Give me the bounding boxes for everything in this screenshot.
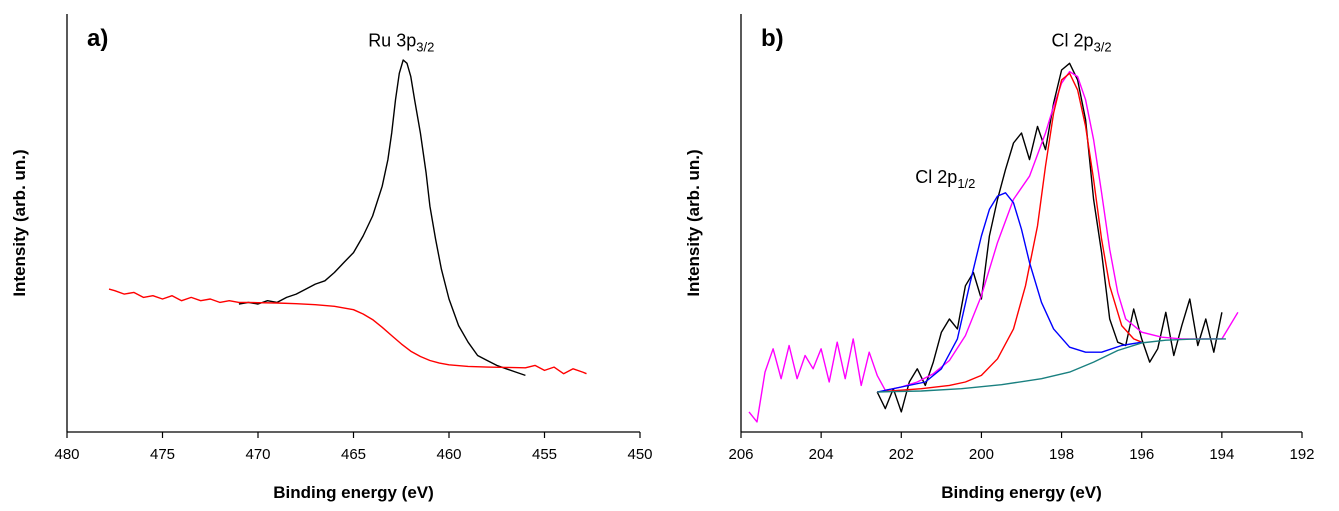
panel-label: b) bbox=[761, 25, 784, 52]
y-axis-title: Intensity (arb. un.) bbox=[10, 149, 29, 296]
series-line-1 bbox=[876, 62, 1223, 413]
panel-label: a) bbox=[87, 25, 108, 52]
series-line-2 bbox=[108, 288, 587, 375]
x-axis-title: Binding energy (eV) bbox=[941, 483, 1102, 502]
series-line-4 bbox=[877, 192, 1142, 393]
series-line-2 bbox=[748, 70, 1239, 423]
peak-annotation: Cl 2p1/2 bbox=[915, 167, 975, 191]
x-tick-label: 460 bbox=[436, 446, 461, 463]
x-axis-title: Binding energy (eV) bbox=[273, 483, 434, 502]
series-line-3 bbox=[877, 72, 1142, 393]
x-tick-label: 196 bbox=[1129, 446, 1154, 463]
chart-panel-1: 480 475 470 465 460 455 450 Binding energy (eV)… bbox=[10, 14, 653, 502]
chart-panel-2: 206 204 202 200 198 196 194 192 Binding energy (… bbox=[684, 14, 1315, 502]
peak-annotation: Cl 2p3/2 bbox=[1052, 31, 1112, 55]
x-tick-label: 204 bbox=[809, 446, 834, 463]
x-tick-label: 194 bbox=[1209, 446, 1234, 463]
x-tick-label: 450 bbox=[627, 446, 652, 463]
peak-annotation: Ru 3p3/2 bbox=[368, 31, 434, 55]
x-tick-label: 455 bbox=[532, 446, 557, 463]
series-line-5 bbox=[877, 338, 1226, 393]
series-line-1 bbox=[238, 59, 526, 377]
x-tick-label: 475 bbox=[150, 446, 175, 463]
y-axis-title: Intensity (arb. un.) bbox=[684, 149, 703, 296]
x-tick-label: 470 bbox=[245, 446, 270, 463]
x-tick-label: 465 bbox=[341, 446, 366, 463]
x-tick-label: 202 bbox=[889, 446, 914, 463]
x-tick-label: 198 bbox=[1049, 446, 1074, 463]
x-tick-label: 206 bbox=[728, 446, 753, 463]
x-tick-label: 192 bbox=[1289, 446, 1314, 463]
x-tick-label: 480 bbox=[54, 446, 79, 463]
x-tick-label: 200 bbox=[969, 446, 994, 463]
